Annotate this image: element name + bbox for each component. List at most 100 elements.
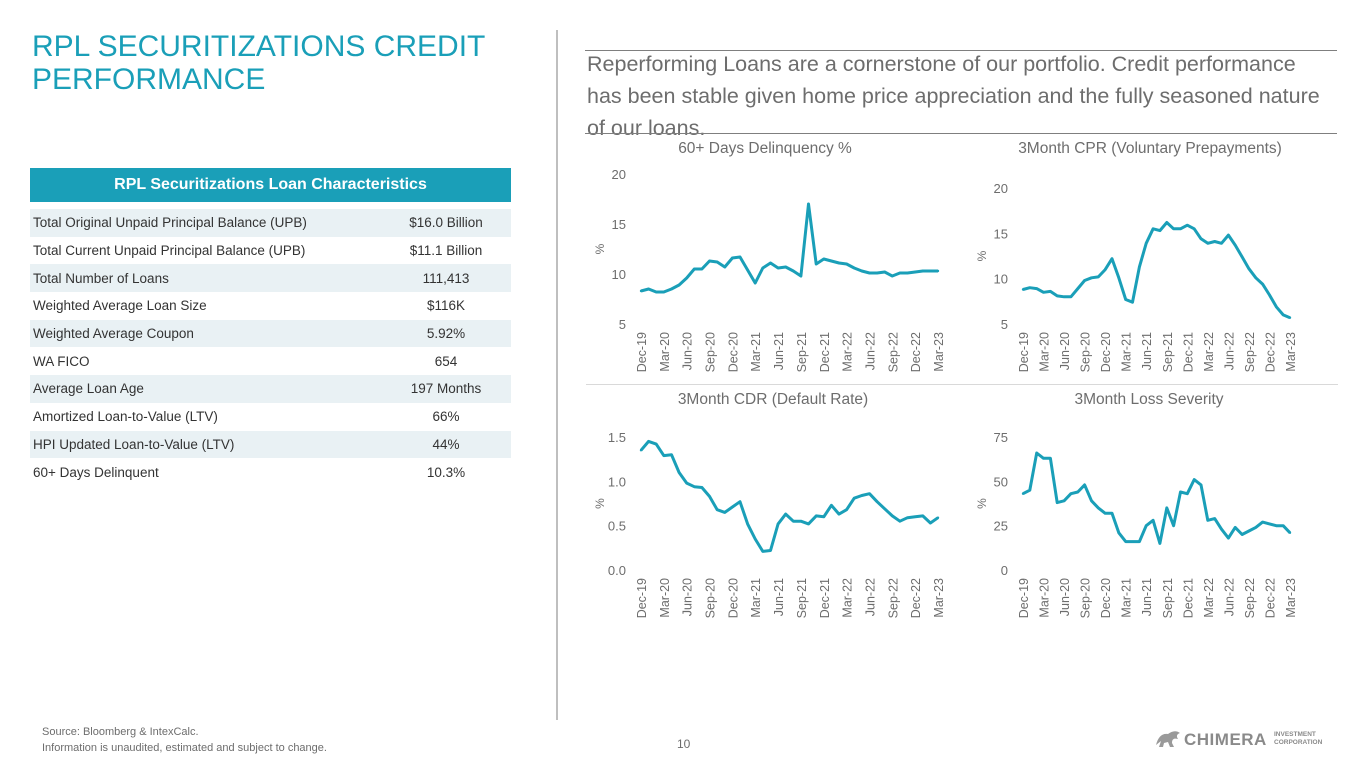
- data-point: [898, 271, 902, 275]
- data-point: [1021, 492, 1025, 495]
- data-point: [1124, 298, 1127, 301]
- data-point: [1138, 540, 1141, 543]
- data-point: [677, 283, 681, 287]
- data-point: [1179, 227, 1182, 230]
- y-axis-label: %: [975, 250, 989, 261]
- data-point: [655, 442, 658, 446]
- data-point: [1035, 287, 1038, 290]
- y-axis-label: %: [593, 498, 607, 509]
- data-point: [761, 266, 764, 270]
- delinquency-chart: 5 10 15 20% Dec-19 Mar-20 Jun-20 Sep-20 Dec-20 Ma…: [593, 167, 946, 372]
- data-point: [906, 271, 909, 275]
- data-point: [1131, 540, 1134, 543]
- x-tick-label: Mar-22: [841, 332, 855, 372]
- row-value: 44%: [381, 430, 511, 459]
- series-line: [1022, 221, 1291, 320]
- cdr-chart-title: 3Month CDR (Default Rate): [677, 391, 869, 408]
- data-point: [1172, 227, 1175, 230]
- table-row: Amortized Loan-to-Value (LTV) 66%: [30, 403, 511, 431]
- row-label: 60+ Days Delinquent: [33, 464, 159, 480]
- data-point: [1151, 519, 1155, 522]
- data-point: [792, 520, 795, 523]
- data-point: [1049, 290, 1052, 293]
- page-number: 10: [677, 737, 691, 751]
- row-label: Average Loan Age: [30, 375, 381, 403]
- data-point: [1247, 267, 1251, 270]
- cdr-chart: 0.0 0.5 1.0 1.5% Dec-19 Mar-20 Jun-20 Sep-20 Dec…: [593, 430, 946, 618]
- data-point: [1199, 237, 1203, 240]
- data-point: [1240, 255, 1244, 259]
- data-point: [677, 471, 681, 474]
- data-point: [799, 520, 803, 523]
- data-point: [883, 507, 886, 510]
- row-label: HPI Updated Loan-to-Value (LTV): [30, 430, 381, 459]
- data-point: [1247, 529, 1251, 533]
- data-point: [1069, 295, 1073, 298]
- y-tick-label: 15: [994, 226, 1008, 241]
- data-point: [639, 449, 643, 452]
- data-point: [906, 516, 909, 519]
- x-tick-label: Dec-19: [1017, 578, 1031, 618]
- data-point: [662, 454, 665, 457]
- data-point: [1240, 533, 1244, 536]
- data-point: [883, 270, 886, 274]
- disclaimer-note: Information is unaudited, estimated and …: [42, 742, 327, 754]
- data-point: [1049, 457, 1052, 460]
- cpr-chart-title: 3Month CPR (Voluntary Prepayments): [1018, 140, 1282, 157]
- data-point: [1083, 483, 1086, 487]
- data-point: [936, 516, 940, 519]
- data-point: [853, 497, 856, 500]
- data-point: [738, 500, 742, 503]
- data-point: [1268, 522, 1271, 526]
- x-tick-label: Dec-19: [1017, 332, 1031, 372]
- data-point: [868, 271, 871, 275]
- x-tick-label: Sep-20: [704, 332, 718, 372]
- x-tick-label: Dec-21: [818, 578, 832, 618]
- data-point: [1179, 490, 1182, 494]
- y-tick-label: 75: [994, 430, 1008, 445]
- x-tick-label: Mar-20: [658, 332, 672, 372]
- data-point: [670, 287, 673, 291]
- x-tick-label: Mar-23: [932, 332, 946, 372]
- data-point: [1076, 287, 1079, 290]
- chimera-creature-icon: [1156, 731, 1180, 747]
- data-point: [1282, 313, 1285, 317]
- data-point: [1097, 275, 1100, 279]
- data-point: [860, 494, 863, 497]
- data-point: [1117, 531, 1120, 534]
- data-point: [891, 514, 894, 518]
- x-tick-label: Mar-21: [749, 332, 763, 372]
- data-point: [845, 262, 848, 266]
- x-tick-label: Mar-20: [1038, 332, 1052, 372]
- data-point: [1165, 221, 1168, 224]
- y-tick-label: 1.5: [608, 430, 626, 445]
- y-tick-label: 0.0: [608, 563, 626, 578]
- data-point: [1199, 483, 1203, 487]
- data-point: [1261, 520, 1264, 524]
- series-line: [639, 439, 939, 553]
- y-tick-label: 1.0: [608, 474, 626, 489]
- table-row: 60+ Days Delinquent 10.3%: [30, 458, 511, 486]
- x-tick-label: Dec-20: [1099, 578, 1113, 618]
- x-tick-label: Mar-20: [658, 578, 672, 618]
- data-point: [1275, 305, 1278, 308]
- row-value: 111,413: [381, 264, 511, 293]
- table-heading: RPL Securitizations Loan Characteristics: [30, 168, 511, 202]
- data-point: [1288, 316, 1292, 319]
- data-point: [746, 522, 749, 526]
- data-point: [875, 271, 879, 275]
- row-label: Weighted Average Loan Size: [33, 298, 207, 314]
- logo-sub-line1: INVESTMENT: [1274, 731, 1316, 738]
- x-tick-label: Jun-21: [772, 578, 786, 616]
- data-point: [822, 515, 825, 518]
- x-tick-label: Jun-21: [1140, 578, 1154, 616]
- loss-severity-chart: 0 25 50 75% Dec-19 Mar-20 Jun-20 Sep-20 Dec-20 Ma…: [975, 430, 1298, 618]
- data-point: [1282, 524, 1285, 527]
- data-point: [921, 269, 924, 273]
- x-tick-label: Jun-21: [1140, 332, 1154, 370]
- data-point: [1021, 288, 1025, 291]
- x-tick-label: Sep-21: [1161, 578, 1175, 618]
- data-point: [815, 262, 818, 266]
- table-row: HPI Updated Loan-to-Value (LTV) 44%: [30, 430, 511, 459]
- data-point: [1117, 276, 1120, 279]
